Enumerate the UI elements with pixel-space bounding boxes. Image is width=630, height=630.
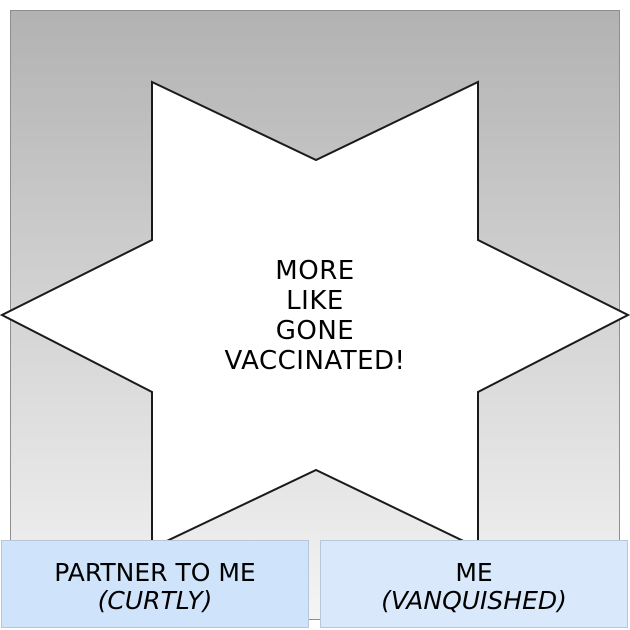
caption-partner-manner: (CURTLY) (97, 586, 213, 615)
speech-line-4: VACCINATED! (224, 346, 406, 376)
caption-partner-name: PARTNER TO ME (54, 558, 256, 587)
caption-me-manner: (VANQUISHED) (381, 586, 567, 615)
caption-me-name: ME (455, 558, 493, 587)
speech-line-2: LIKE (286, 286, 344, 316)
caption-partner: PARTNER TO ME (CURTLY) (1, 540, 309, 628)
speech-line-1: MORE (275, 256, 355, 286)
speech-line-3: GONE (275, 316, 355, 346)
speech-text: MORE LIKE GONE VACCINATED! (190, 256, 440, 376)
caption-me: ME (VANQUISHED) (320, 540, 628, 628)
